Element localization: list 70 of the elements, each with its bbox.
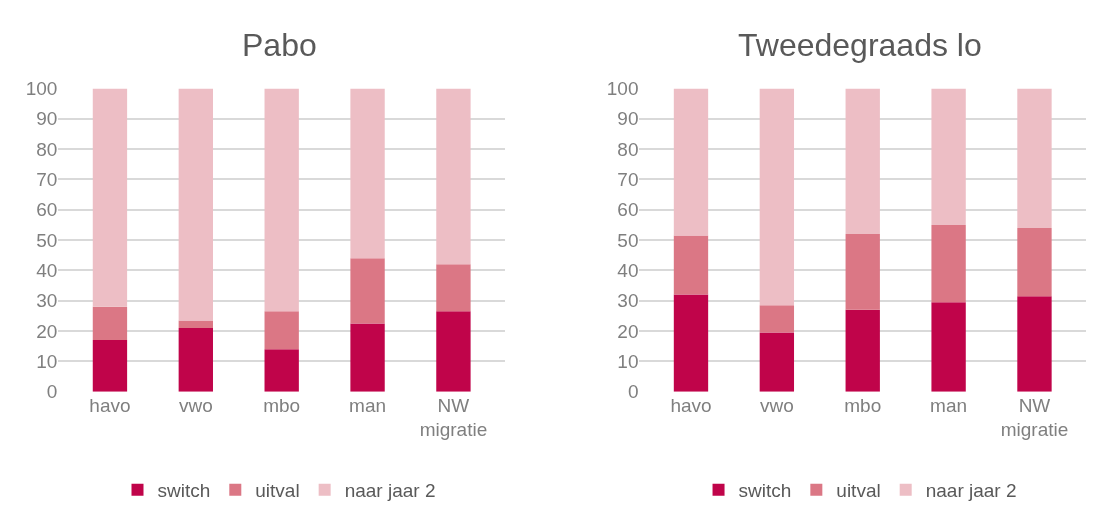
y-tick-label: 40 (617, 260, 639, 282)
bar (178, 320, 213, 328)
chart-title: Pabo (242, 27, 317, 63)
y-tick-label: 100 (25, 78, 58, 100)
y-tick-label: 100 (606, 78, 639, 100)
bar (931, 224, 966, 303)
y-tick-label: 0 (627, 381, 639, 403)
legend-label: switch (738, 480, 792, 502)
bar (673, 294, 709, 392)
x-tick-label: havo (670, 394, 712, 416)
x-tick-label: man (930, 394, 968, 416)
legend-label: uitval (836, 480, 881, 502)
bar (436, 311, 471, 392)
legend-label: naar jaar 2 (344, 480, 436, 502)
bar (350, 88, 385, 259)
y-tick-label: 30 (617, 290, 639, 312)
y-tick-label: 20 (36, 320, 58, 342)
bar (436, 88, 471, 265)
bar (350, 323, 385, 392)
y-tick-label: 60 (36, 199, 58, 221)
bar (1017, 227, 1052, 297)
bar (178, 88, 213, 321)
bar (673, 88, 709, 236)
y-tick-label: 10 (617, 350, 639, 372)
y-tick-label: 30 (36, 290, 58, 312)
x-tick-label: NW migratie (419, 394, 488, 441)
bar (264, 311, 299, 350)
bar (673, 235, 709, 295)
x-tick-label: mbo (844, 394, 882, 416)
y-tick-label: 70 (36, 169, 58, 191)
bar (931, 88, 966, 225)
y-tick-label: 70 (617, 169, 639, 191)
y-tick-label: 90 (36, 108, 58, 130)
y-tick-label: 60 (617, 199, 639, 221)
y-tick-label: 40 (36, 260, 58, 282)
bar (931, 302, 966, 392)
y-tick-label: 50 (617, 229, 639, 251)
chart-title: Tweedegraads lo (738, 27, 982, 63)
y-tick-label: 20 (617, 320, 639, 342)
bar (759, 332, 795, 392)
bar (845, 233, 880, 310)
bar (1017, 88, 1052, 228)
y-tick-label: 80 (617, 138, 639, 160)
x-tick-label: man (349, 394, 387, 416)
bar (436, 264, 471, 312)
bar (759, 305, 795, 333)
bar (92, 340, 128, 392)
x-tick-label: NW migratie (1000, 394, 1069, 441)
bar (845, 88, 880, 234)
x-tick-label: havo (89, 394, 131, 416)
y-tick-label: 50 (36, 229, 58, 251)
bar (350, 258, 385, 324)
bar (264, 349, 299, 392)
y-tick-label: 90 (617, 108, 639, 130)
y-tick-label: 0 (46, 381, 58, 403)
legend-label: naar jaar 2 (925, 480, 1017, 502)
y-tick-label: 10 (36, 350, 58, 372)
bar (759, 88, 795, 306)
y-tick-label: 80 (36, 138, 58, 160)
legend-label: uitval (255, 480, 300, 502)
legend-label: switch (157, 480, 211, 502)
bar (178, 327, 213, 392)
x-tick-label: mbo (263, 394, 301, 416)
bar (264, 88, 299, 312)
x-tick-label: vwo (178, 394, 213, 416)
x-tick-label: vwo (759, 394, 794, 416)
bar (845, 309, 880, 392)
bar (92, 88, 128, 307)
bar (92, 306, 128, 341)
bar (1017, 296, 1052, 392)
